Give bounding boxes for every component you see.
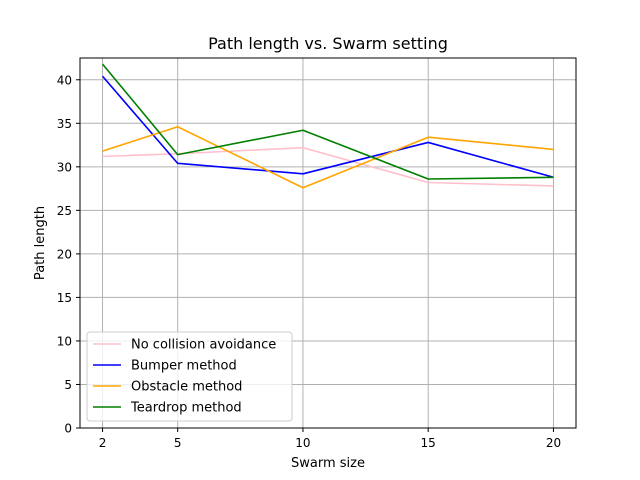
y-tick-label: 20 [57, 247, 72, 261]
y-tick-label: 5 [64, 378, 72, 392]
series-line-3 [101, 63, 554, 180]
y-tick-label: 0 [64, 422, 72, 436]
legend-label: Obstacle method [131, 380, 242, 395]
x-tick-label: 2 [99, 436, 107, 450]
legend: No collision avoidance Bumper method Obsta… [86, 331, 293, 422]
legend-box [86, 331, 293, 422]
chart-title: Path length vs. Swarm setting [208, 34, 448, 53]
y-tick-label: 40 [57, 73, 72, 87]
y-tick-label: 15 [57, 291, 72, 305]
legend-label: No collision avoidance [131, 338, 276, 353]
series-line-0 [102, 146, 554, 187]
legend-label: Bumper method [131, 359, 237, 374]
x-tick-label: 10 [295, 436, 310, 450]
x-tick-label: 20 [546, 436, 561, 450]
x-axis-label: Swarm size [291, 456, 365, 471]
y-tick-label: 35 [57, 117, 72, 131]
plot-frame [79, 57, 577, 429]
series-line-2 [102, 125, 554, 189]
y-tick-label: 10 [57, 334, 72, 348]
y-tick-label: 25 [57, 204, 72, 218]
x-tick-label: 5 [174, 436, 182, 450]
legend-label: Teardrop method [130, 401, 242, 416]
series-lines [101, 63, 554, 189]
x-tick-label: 15 [421, 436, 436, 450]
y-tick-label: 30 [57, 160, 72, 174]
y-axis-label: Path length [33, 206, 48, 280]
